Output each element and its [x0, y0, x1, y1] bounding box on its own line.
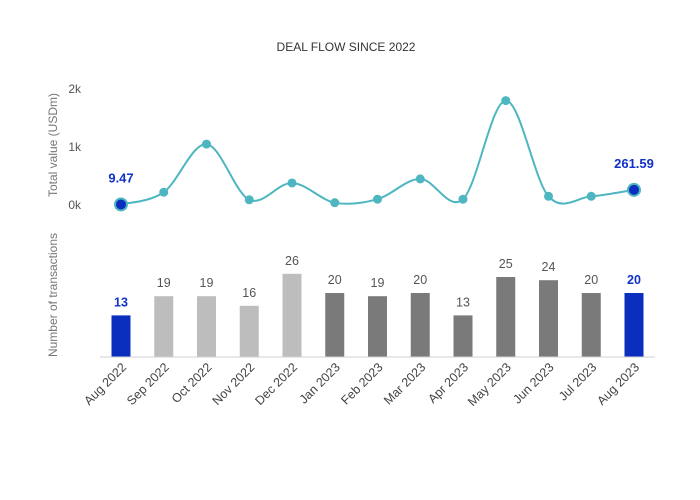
- bar-value-label: 19: [157, 276, 171, 290]
- bar: [239, 305, 259, 357]
- x-category-label: Aug 2022: [81, 360, 129, 408]
- line-point: [244, 195, 254, 205]
- x-category-label: Oct 2022: [169, 360, 215, 406]
- bar-value-label: 20: [627, 273, 641, 287]
- bar-value-label: 24: [542, 260, 556, 274]
- line-point: [458, 194, 468, 204]
- x-category-label: Sep 2022: [124, 360, 172, 408]
- y-tick-label: 0k: [68, 198, 82, 212]
- bar-value-label: 25: [499, 257, 513, 271]
- line-point: [202, 139, 211, 149]
- bar: [453, 315, 473, 357]
- bar-value-label: 13: [456, 295, 470, 309]
- line-point: [544, 191, 553, 201]
- bar: [325, 293, 345, 357]
- x-category-label: Mar 2023: [381, 360, 428, 407]
- x-category-label: Feb 2023: [338, 360, 385, 407]
- x-category-label: Jun 2023: [510, 360, 556, 406]
- line-point: [415, 174, 425, 184]
- x-category-label: Dec 2022: [252, 360, 300, 408]
- x-category-label: Jan 2023: [297, 360, 343, 406]
- bar-y-axis-title: Number of transactions: [46, 233, 60, 357]
- bar-series: 13 19 19 16 26 20 19 20 13 25 24 20 20: [111, 254, 644, 357]
- bar: [496, 277, 516, 357]
- bar-value-label: 13: [114, 295, 128, 309]
- line-point: [159, 187, 169, 197]
- line-value-label: 9.47: [108, 170, 133, 185]
- chart-title: DEAL FLOW SINCE 2022: [277, 40, 416, 54]
- bar-value-label: 19: [200, 276, 214, 290]
- x-category-label: Jul 2023: [556, 360, 599, 403]
- line-point: [586, 191, 596, 201]
- line-point: [627, 182, 641, 197]
- bar-value-label: 19: [371, 276, 385, 290]
- line-point: [287, 178, 297, 188]
- line-y-axis-title: Total value (USDm): [46, 93, 60, 197]
- y-tick-label: 1k: [68, 140, 82, 154]
- x-category-label: Nov 2022: [210, 360, 258, 408]
- line-value-label: 261.59: [614, 156, 654, 171]
- value-line: [120, 99, 635, 206]
- line-point: [330, 198, 340, 208]
- bar: [539, 280, 558, 357]
- bar-value-label: 20: [584, 273, 598, 287]
- bar: [282, 273, 302, 357]
- line-point: [114, 197, 128, 212]
- bar: [368, 296, 387, 357]
- line-y-ticks: 2k 1k 0k: [68, 82, 82, 212]
- bar-value-label: 26: [285, 254, 299, 268]
- x-category-label: Aug 2023: [594, 360, 642, 408]
- bar: [624, 293, 644, 357]
- line-point: [373, 194, 382, 204]
- line-point: [501, 96, 511, 106]
- bar-value-label: 20: [413, 273, 427, 287]
- bar: [410, 293, 430, 357]
- x-category-label: May 2023: [465, 360, 514, 409]
- bar: [581, 293, 601, 357]
- bar-value-label: 20: [328, 273, 342, 287]
- bar: [197, 296, 216, 357]
- bar-value-label: 16: [242, 286, 256, 300]
- y-tick-label: 2k: [68, 82, 82, 96]
- line-series: 9.47 261.59: [108, 96, 654, 212]
- bar: [111, 315, 131, 357]
- bar: [154, 296, 174, 357]
